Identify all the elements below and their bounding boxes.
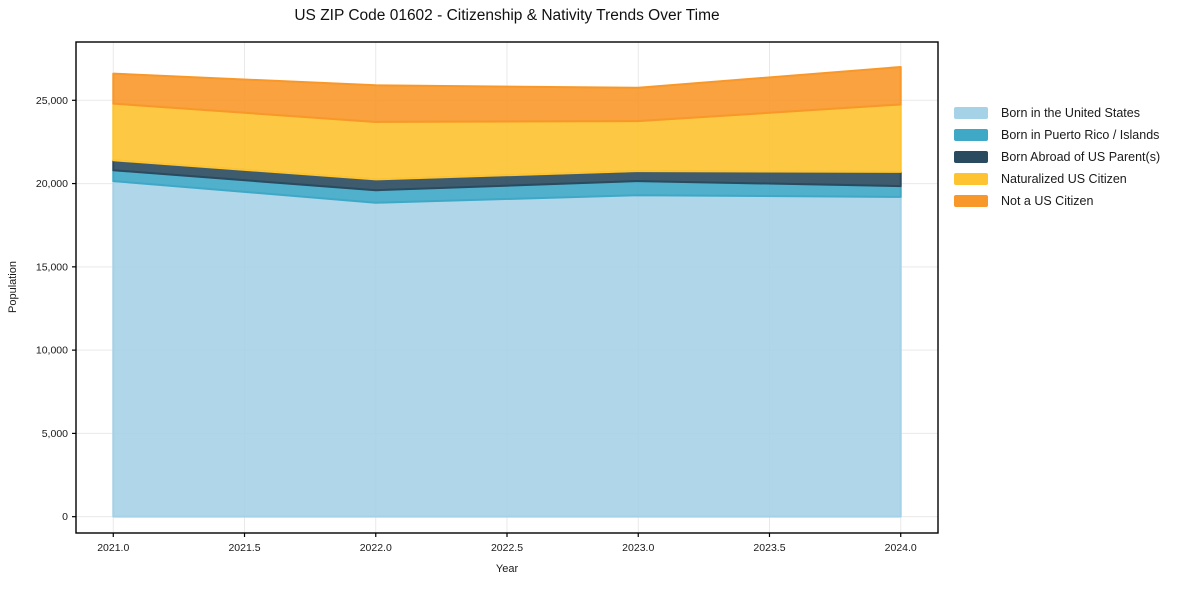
x-tick-label: 2023.5 xyxy=(753,542,785,554)
legend-swatch xyxy=(954,129,988,141)
legend-label: Naturalized US Citizen xyxy=(1001,172,1127,186)
legend-label: Born in Puerto Rico / Islands xyxy=(1001,128,1160,142)
legend-item: Born in Puerto Rico / Islands xyxy=(954,124,1160,146)
y-tick-label: 20,000 xyxy=(36,178,68,190)
legend-swatch xyxy=(954,173,988,185)
area-series xyxy=(112,180,902,518)
x-axis-label: Year xyxy=(495,563,519,575)
x-tick-label: 2022.5 xyxy=(491,542,523,554)
legend-swatch xyxy=(954,107,988,119)
legend-label: Not a US Citizen xyxy=(1001,194,1094,208)
y-axis-label: Population xyxy=(7,261,19,313)
x-tick-label: 2024.0 xyxy=(885,542,917,554)
y-tick-label: 15,000 xyxy=(36,261,68,273)
chart-title: US ZIP Code 01602 - Citizenship & Nativi… xyxy=(294,7,720,24)
legend-swatch xyxy=(954,151,988,163)
legend-item: Naturalized US Citizen xyxy=(954,168,1160,190)
legend: Born in the United States Born in Puerto… xyxy=(954,102,1160,212)
x-tick-label: 2023.0 xyxy=(622,542,654,554)
legend-swatch xyxy=(954,195,988,207)
y-tick-label: 0 xyxy=(62,511,68,523)
x-tick-label: 2021.5 xyxy=(228,542,260,554)
area-series xyxy=(112,65,902,123)
x-tick-label: 2021.0 xyxy=(97,542,129,554)
legend-item: Born in the United States xyxy=(954,102,1160,124)
legend-label: Born Abroad of US Parent(s) xyxy=(1001,150,1161,164)
y-tick-label: 10,000 xyxy=(36,345,68,357)
y-tick-label: 25,000 xyxy=(36,95,68,107)
legend-label: Born in the United States xyxy=(1001,106,1140,120)
x-tick-label: 2022.0 xyxy=(360,542,392,554)
legend-item: Born Abroad of US Parent(s) xyxy=(954,146,1160,168)
y-tick-label: 5,000 xyxy=(42,428,68,440)
legend-item: Not a US Citizen xyxy=(954,190,1160,212)
